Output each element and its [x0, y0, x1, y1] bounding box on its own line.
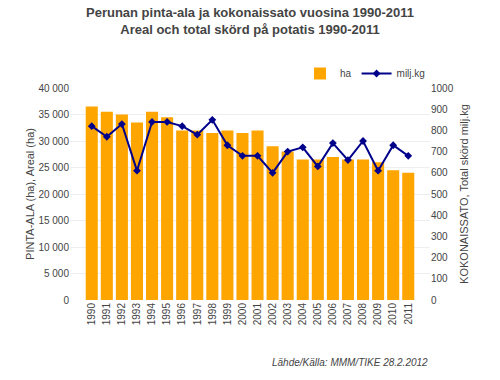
svg-text:2008: 2008 [357, 303, 368, 326]
svg-text:10 000: 10 000 [38, 242, 69, 253]
svg-text:900: 900 [431, 104, 448, 115]
svg-text:700: 700 [431, 146, 448, 157]
svg-text:0: 0 [431, 295, 437, 306]
svg-text:2005: 2005 [312, 303, 323, 326]
svg-text:300: 300 [431, 231, 448, 242]
svg-text:1994: 1994 [146, 303, 157, 326]
svg-text:5 000: 5 000 [44, 268, 69, 279]
svg-text:2006: 2006 [327, 303, 338, 326]
svg-text:1996: 1996 [176, 303, 187, 326]
svg-text:0: 0 [63, 295, 69, 306]
svg-text:2001: 2001 [252, 303, 263, 326]
svg-text:15 000: 15 000 [38, 215, 69, 226]
svg-text:PINTA-ALA (ha), Areal (ha): PINTA-ALA (ha), Areal (ha) [24, 128, 36, 260]
svg-text:600: 600 [431, 167, 448, 178]
svg-text:20 000: 20 000 [38, 189, 69, 200]
svg-text:400: 400 [431, 210, 448, 221]
svg-text:1992: 1992 [116, 303, 127, 326]
svg-text:1998: 1998 [207, 303, 218, 326]
svg-text:1999: 1999 [222, 303, 233, 326]
svg-text:1990: 1990 [86, 303, 97, 326]
svg-text:1993: 1993 [131, 303, 142, 326]
svg-text:2000: 2000 [237, 303, 248, 326]
svg-text:500: 500 [431, 189, 448, 200]
svg-text:ha: ha [340, 68, 352, 79]
svg-text:2003: 2003 [282, 303, 293, 326]
svg-text:2009: 2009 [372, 303, 383, 326]
svg-text:1000: 1000 [431, 83, 454, 94]
svg-text:2011: 2011 [403, 303, 414, 325]
svg-text:milj.kg: milj.kg [397, 68, 425, 79]
svg-text:800: 800 [431, 125, 448, 136]
svg-text:40 000: 40 000 [38, 83, 69, 94]
svg-text:1997: 1997 [192, 303, 203, 326]
svg-text:100: 100 [431, 273, 448, 284]
svg-text:Lähde/Källa: MMM/TIKE 28.2.201: Lähde/Källa: MMM/TIKE 28.2.2012 [272, 357, 428, 368]
svg-text:2002: 2002 [267, 303, 278, 326]
svg-text:2007: 2007 [342, 303, 353, 326]
svg-text:2004: 2004 [297, 303, 308, 326]
svg-text:25 000: 25 000 [38, 162, 69, 173]
svg-text:200: 200 [431, 252, 448, 263]
svg-text:2010: 2010 [387, 303, 398, 326]
svg-text:Perunan pinta-ala ja kokonaiss: Perunan pinta-ala ja kokonaissato vuosin… [86, 5, 414, 37]
svg-text:35 000: 35 000 [38, 109, 69, 120]
svg-text:1991: 1991 [101, 303, 112, 326]
svg-text:KOKONAISSATO, Total skörd milj: KOKONAISSATO, Total skörd milj.kg [458, 104, 470, 284]
svg-text:1995: 1995 [161, 303, 172, 326]
svg-text:30 000: 30 000 [38, 136, 69, 147]
